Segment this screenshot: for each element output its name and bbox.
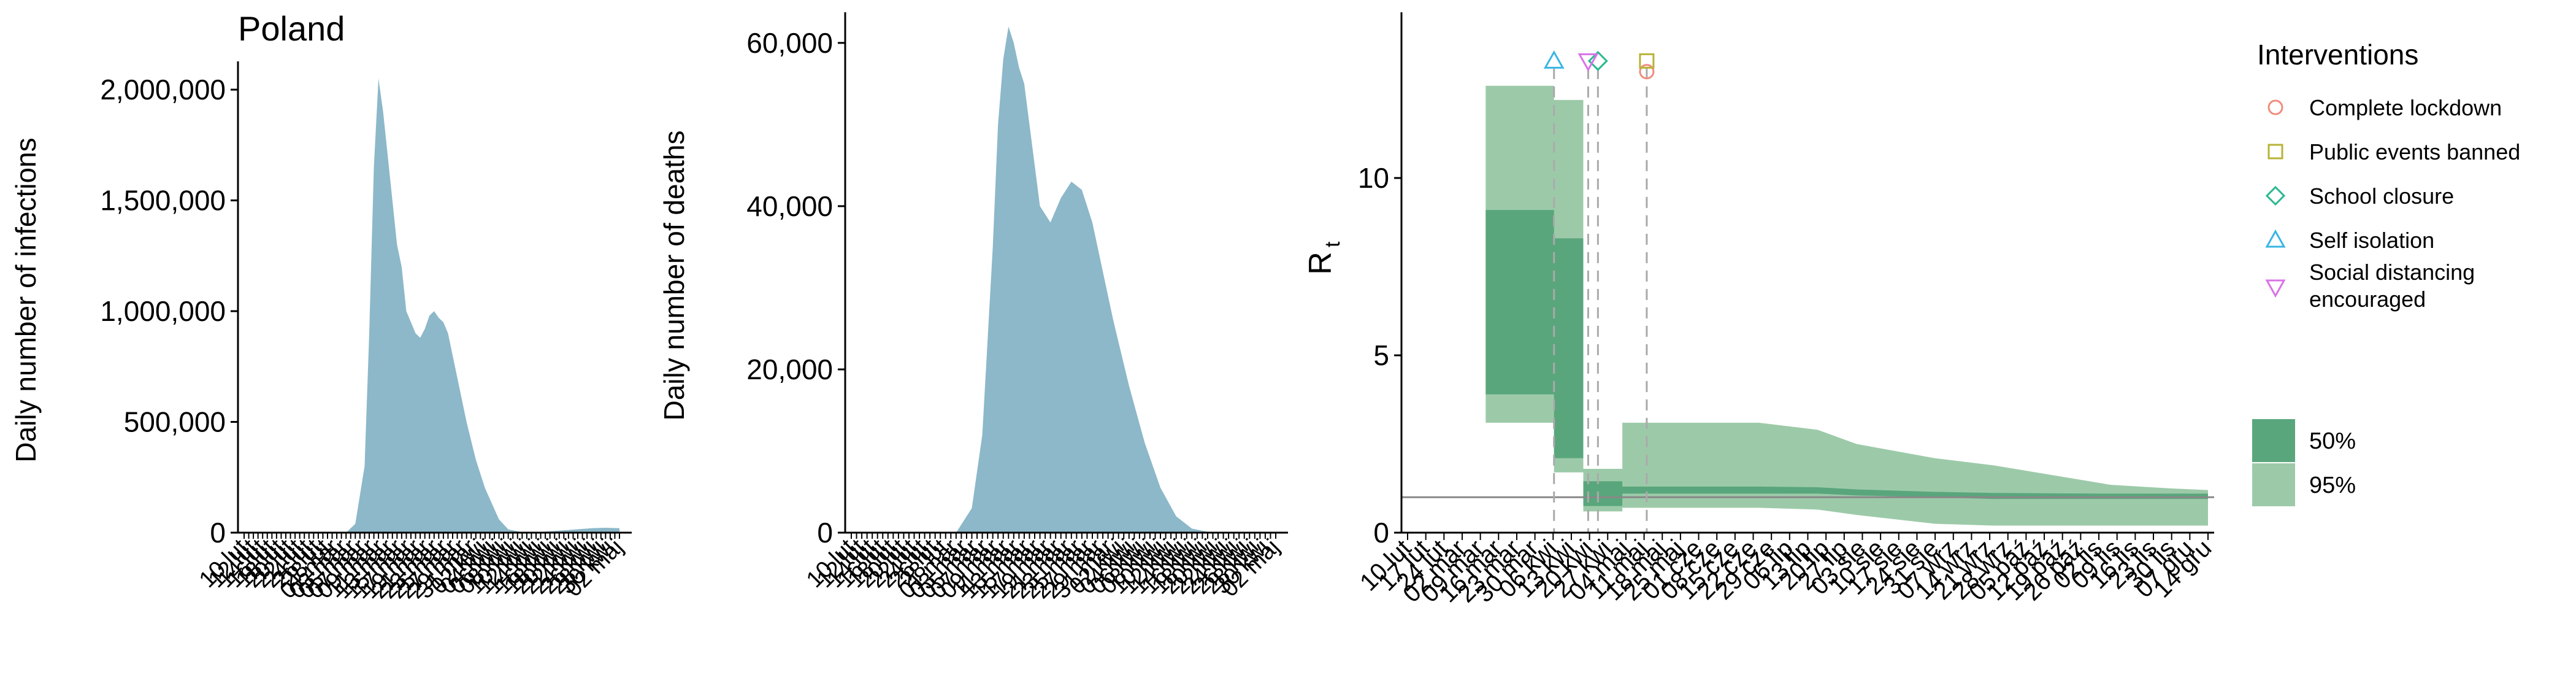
legend-item-label: Public events banned bbox=[2309, 139, 2520, 164]
y-tick-label: 2,000,000 bbox=[100, 74, 226, 106]
intervention-marker-square bbox=[1639, 53, 1655, 69]
y-axis-title: Daily number of deaths bbox=[658, 130, 690, 420]
legend-item-label: Complete lockdown bbox=[2309, 95, 2502, 120]
y-axis-title: Daily number of infections bbox=[10, 137, 42, 462]
intervention-marker-diamond bbox=[1587, 50, 1608, 71]
legend-item-label: Self isolation bbox=[2309, 228, 2434, 253]
ci95-band bbox=[1485, 85, 2208, 526]
y-tick-label: 0 bbox=[1373, 517, 1389, 549]
deaths-area bbox=[851, 26, 1276, 533]
y-tick-label: 10 bbox=[1358, 162, 1389, 194]
y-tick-label: 20,000 bbox=[746, 353, 833, 385]
y-axis-title-subscript: t bbox=[1321, 241, 1344, 247]
y-tick-label: 0 bbox=[817, 517, 833, 549]
y-tick-label: 60,000 bbox=[746, 27, 833, 59]
intervention-marker-circle bbox=[1639, 64, 1655, 80]
chart-title: Poland bbox=[238, 9, 345, 48]
y-tick-label: 0 bbox=[210, 517, 226, 549]
intervention-marker-triangle-up bbox=[1543, 50, 1565, 69]
legend-item-label-line2: encouraged bbox=[2309, 287, 2426, 312]
ci50-band bbox=[1485, 210, 2208, 506]
intervention-marker-triangle-down bbox=[1577, 53, 1599, 72]
legend-circle-icon bbox=[2267, 99, 2283, 115]
legend-ci50-swatch bbox=[2252, 419, 2295, 462]
y-axis-title-main: R bbox=[1303, 252, 1338, 275]
legend-item-label: School closure bbox=[2309, 183, 2454, 209]
legend-ci-label: 50% bbox=[2309, 428, 2356, 454]
legend-diamond-icon bbox=[2265, 185, 2286, 206]
y-tick-label: 5 bbox=[1373, 339, 1389, 371]
legend-triangle-down-icon bbox=[2265, 279, 2286, 298]
y-axis-title: Rt bbox=[1303, 241, 1344, 275]
legend-square-icon bbox=[2267, 144, 2283, 160]
y-tick-label: 1,000,000 bbox=[100, 295, 226, 327]
legend-triangle-up-icon bbox=[2265, 229, 2286, 248]
legend-title: Interventions bbox=[2257, 39, 2418, 71]
infections-area bbox=[244, 79, 619, 533]
legend-ci95-swatch bbox=[2252, 463, 2295, 506]
legend-ci-label: 95% bbox=[2309, 473, 2356, 498]
y-tick-label: 1,500,000 bbox=[100, 185, 226, 217]
interventions-legend: Interventions Complete lockdown Public ev… bbox=[2252, 39, 2520, 506]
y-tick-label: 500,000 bbox=[124, 406, 226, 438]
legend-item-label: Social distancing bbox=[2309, 260, 2475, 285]
y-tick-label: 40,000 bbox=[746, 190, 833, 222]
